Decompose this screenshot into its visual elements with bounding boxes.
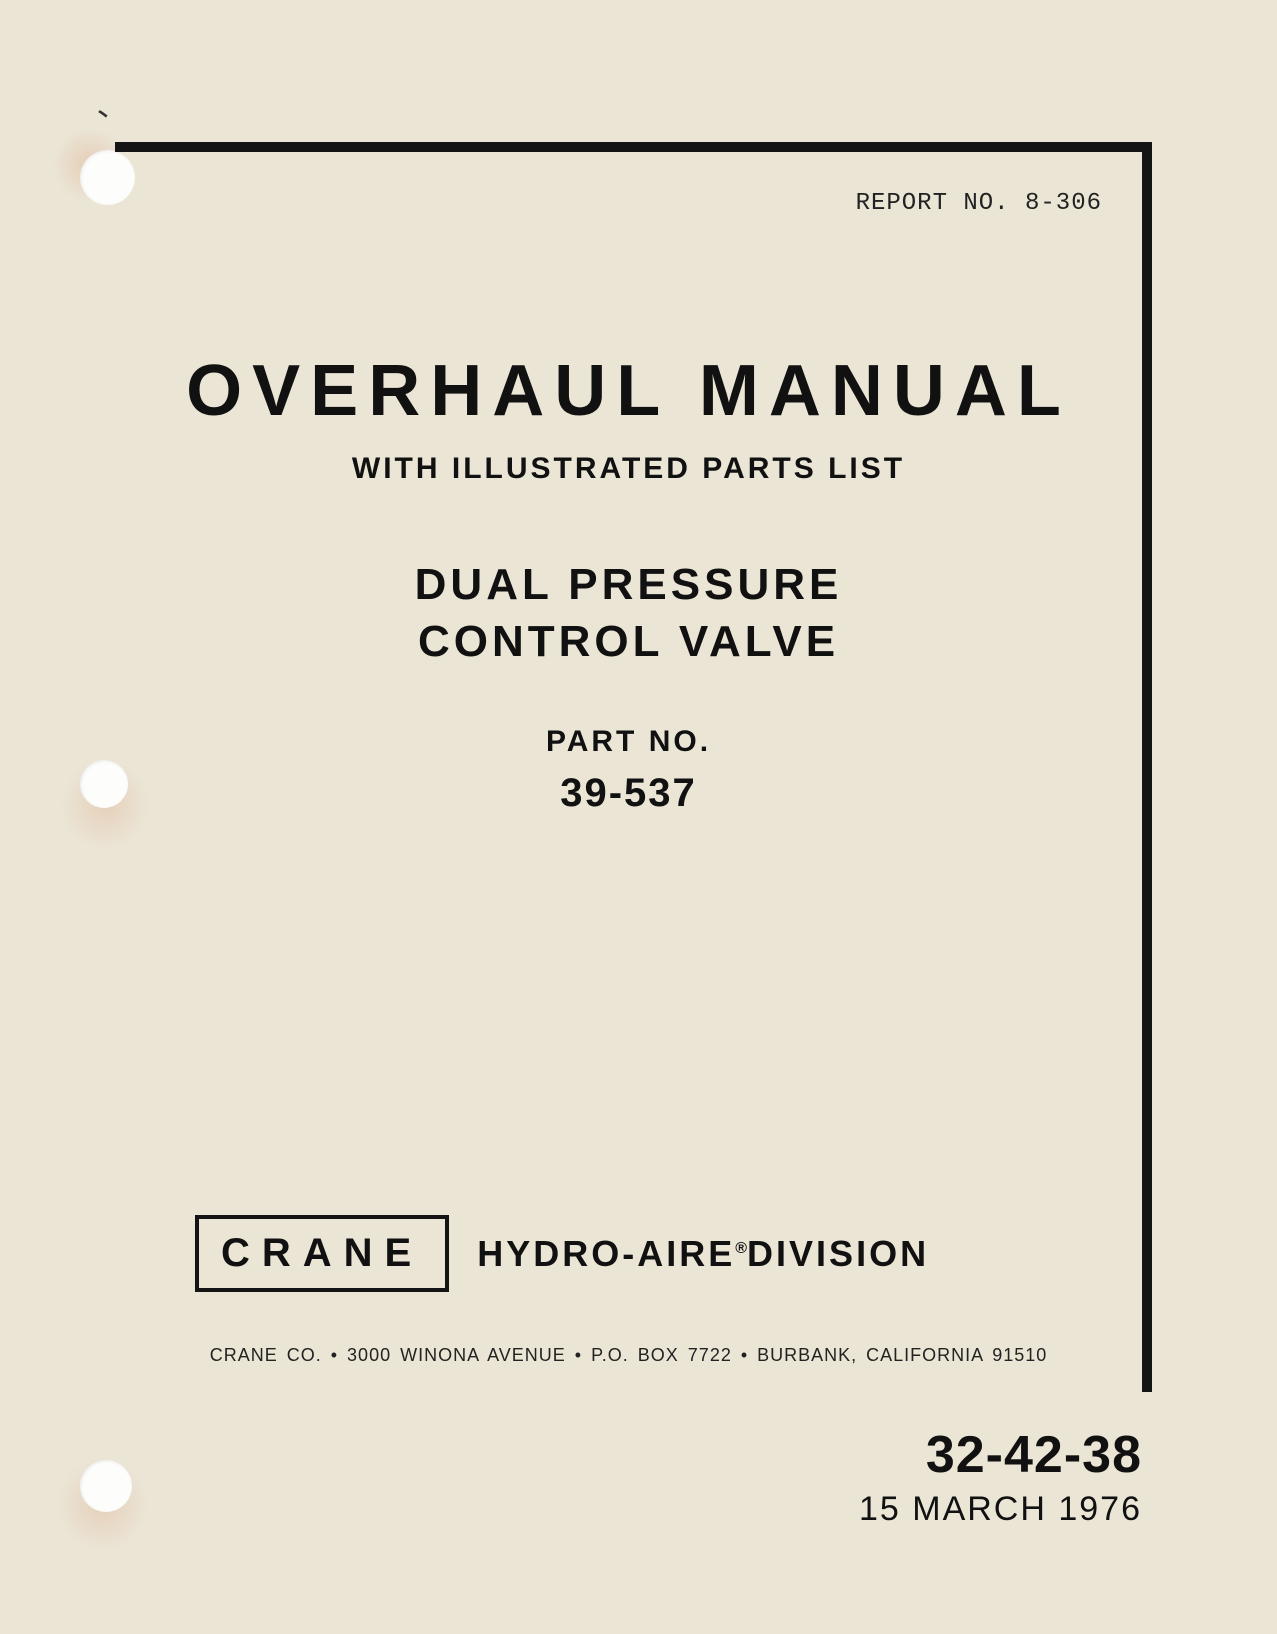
division-prefix: HYDRO-AIRE (477, 1233, 735, 1274)
document-date: 15 MARCH 1976 (859, 1490, 1142, 1529)
division-suffix: DIVISION (747, 1233, 929, 1274)
stray-mark: 、 (91, 78, 128, 127)
product-name: DUAL PRESSURE CONTROL VALVE (115, 556, 1142, 670)
part-number-label: PART NO. (115, 725, 1142, 759)
company-logo-box: CRANE (195, 1215, 449, 1292)
part-number: 39-537 (115, 771, 1142, 816)
document-page: 、 REPORT NO. 8-306 OVERHAUL MANUAL WITH … (0, 0, 1277, 1634)
company-block: CRANE HYDRO-AIRE®DIVISION (195, 1215, 929, 1292)
product-line-2: CONTROL VALVE (418, 617, 839, 666)
manual-title: OVERHAUL MANUAL (115, 350, 1142, 432)
border-rule-top (115, 142, 1150, 152)
report-number: REPORT NO. 8-306 (856, 190, 1102, 217)
registered-mark-icon: ® (735, 1240, 747, 1257)
company-division: HYDRO-AIRE®DIVISION (477, 1233, 929, 1275)
manual-subtitle: WITH ILLUSTRATED PARTS LIST (115, 452, 1142, 486)
company-address: CRANE CO. • 3000 WINONA AVENUE • P.O. BO… (115, 1345, 1142, 1366)
punch-hole (80, 150, 135, 205)
punch-hole (80, 1460, 132, 1512)
border-rule-right (1142, 142, 1152, 1392)
document-code: 32-42-38 (926, 1425, 1142, 1485)
title-block: OVERHAUL MANUAL WITH ILLUSTRATED PARTS L… (115, 350, 1142, 816)
product-line-1: DUAL PRESSURE (415, 560, 843, 609)
